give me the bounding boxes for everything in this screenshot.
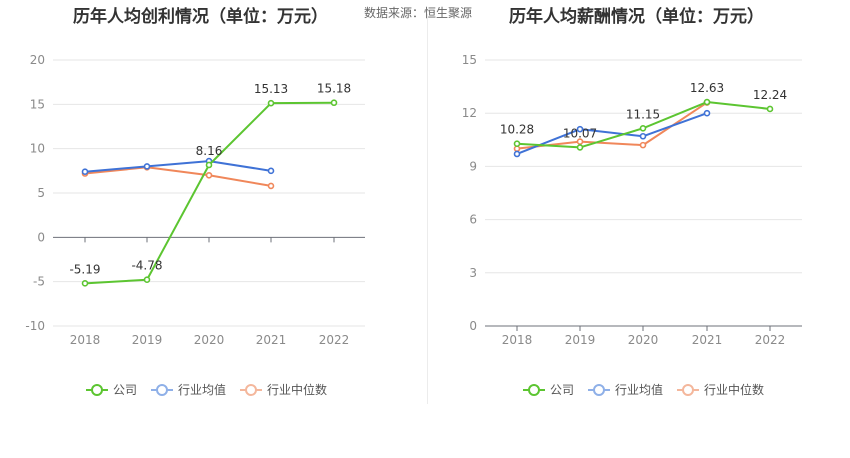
legend-line-marker-icon	[151, 383, 174, 397]
y-tick-label: 10	[30, 142, 45, 156]
data-label: 15.18	[317, 82, 351, 96]
x-tick-label: 2019	[132, 333, 163, 347]
data-source-label: 数据来源：恒生聚源	[364, 6, 473, 20]
data-point	[639, 124, 647, 132]
data-point	[513, 150, 521, 158]
legend-item-industry-median[interactable]: 行业中位数	[677, 381, 764, 398]
data-label: 8.16	[196, 144, 223, 158]
y-tick-label: 6	[469, 213, 477, 227]
legend-item-company[interactable]: 公司	[86, 381, 137, 398]
x-tick-label: 2020	[194, 333, 225, 347]
data-point	[205, 171, 213, 179]
data-label: 10.28	[500, 123, 534, 137]
legend-label: 行业均值	[615, 383, 664, 397]
y-tick-label: 0	[37, 230, 45, 244]
data-point	[267, 99, 275, 107]
y-tick-label: 15	[462, 53, 477, 67]
legend-line-marker-icon	[240, 383, 263, 397]
data-point	[703, 109, 711, 117]
data-point	[267, 182, 275, 190]
data-point	[143, 276, 151, 284]
chart-title-profit: 历年人均创利情况（单位：万元）	[73, 7, 328, 27]
panel-divider	[427, 14, 428, 404]
salary-chart: 0 3 6 9 12 15 2018 2019 2020 2021 2022 10.28 10.07 11…	[462, 53, 802, 347]
y-tick-label: 9	[469, 159, 477, 173]
x-tick-label: 2018	[502, 333, 533, 347]
data-label: 11.15	[626, 107, 660, 121]
legend-label: 行业均值	[178, 383, 227, 397]
legend-item-industry-median[interactable]: 行业中位数	[240, 381, 327, 398]
x-tick-label: 2019	[565, 333, 596, 347]
data-label: -4.78	[131, 259, 162, 273]
legend-line-marker-icon	[588, 383, 611, 397]
x-tick-label: 2018	[70, 333, 101, 347]
x-tick-label: 2020	[628, 333, 659, 347]
y-tick-label: 0	[469, 319, 477, 333]
data-label: 10.07	[563, 126, 597, 140]
y-tick-label: 15	[30, 97, 45, 111]
legend-line-marker-icon	[86, 383, 108, 397]
data-point	[576, 144, 584, 151]
legend-item-company[interactable]: 公司	[523, 381, 574, 398]
data-point	[576, 138, 584, 145]
data-point	[205, 161, 213, 169]
data-point	[639, 141, 647, 149]
y-tick-label: 3	[469, 266, 477, 280]
data-point	[330, 99, 338, 107]
legend-label: 公司	[550, 383, 575, 397]
data-point	[81, 280, 89, 287]
x-tick-label: 2021	[692, 333, 723, 347]
y-tick-label: -5	[33, 275, 45, 289]
data-point	[81, 168, 89, 176]
legend-item-industry-mean[interactable]: 行业均值	[151, 381, 226, 398]
data-point	[766, 105, 774, 113]
data-label: 12.24	[753, 88, 787, 102]
y-tick-label: 20	[30, 53, 45, 67]
data-point	[703, 98, 711, 106]
legend-salary: 公司 行业均值 行业中位数	[523, 381, 764, 398]
data-label: 15.13	[254, 82, 288, 96]
legend-item-industry-mean[interactable]: 行业均值	[588, 381, 663, 398]
chart-title-salary: 历年人均薪酬情况（单位：万元）	[509, 7, 764, 27]
data-label: 12.63	[690, 81, 724, 95]
y-tick-label: 12	[462, 106, 477, 120]
legend-label: 行业中位数	[267, 383, 328, 397]
y-tick-label: -10	[25, 319, 45, 333]
legend-label: 公司	[113, 383, 138, 397]
data-point	[267, 167, 275, 175]
profit-chart: -10 -5 0 5 10 15 20 2018 2019 2020 2021 2022 -5.19 -4…	[25, 53, 365, 347]
series-line	[84, 160, 272, 173]
x-tick-label: 2022	[319, 333, 350, 347]
data-point	[639, 132, 647, 140]
x-tick-label: 2022	[755, 333, 786, 347]
legend-line-marker-icon	[677, 383, 700, 397]
y-tick-label: 5	[37, 186, 45, 200]
data-point	[576, 125, 584, 133]
x-tick-label: 2021	[256, 333, 287, 347]
series-line	[516, 112, 708, 155]
data-point	[143, 163, 151, 170]
data-point	[513, 140, 521, 148]
legend-line-marker-icon	[523, 383, 545, 397]
series-line	[84, 166, 272, 187]
legend-profit: 公司 行业均值 行业中位数	[86, 381, 327, 398]
data-label: -5.19	[69, 262, 100, 276]
legend-label: 行业中位数	[704, 383, 765, 397]
